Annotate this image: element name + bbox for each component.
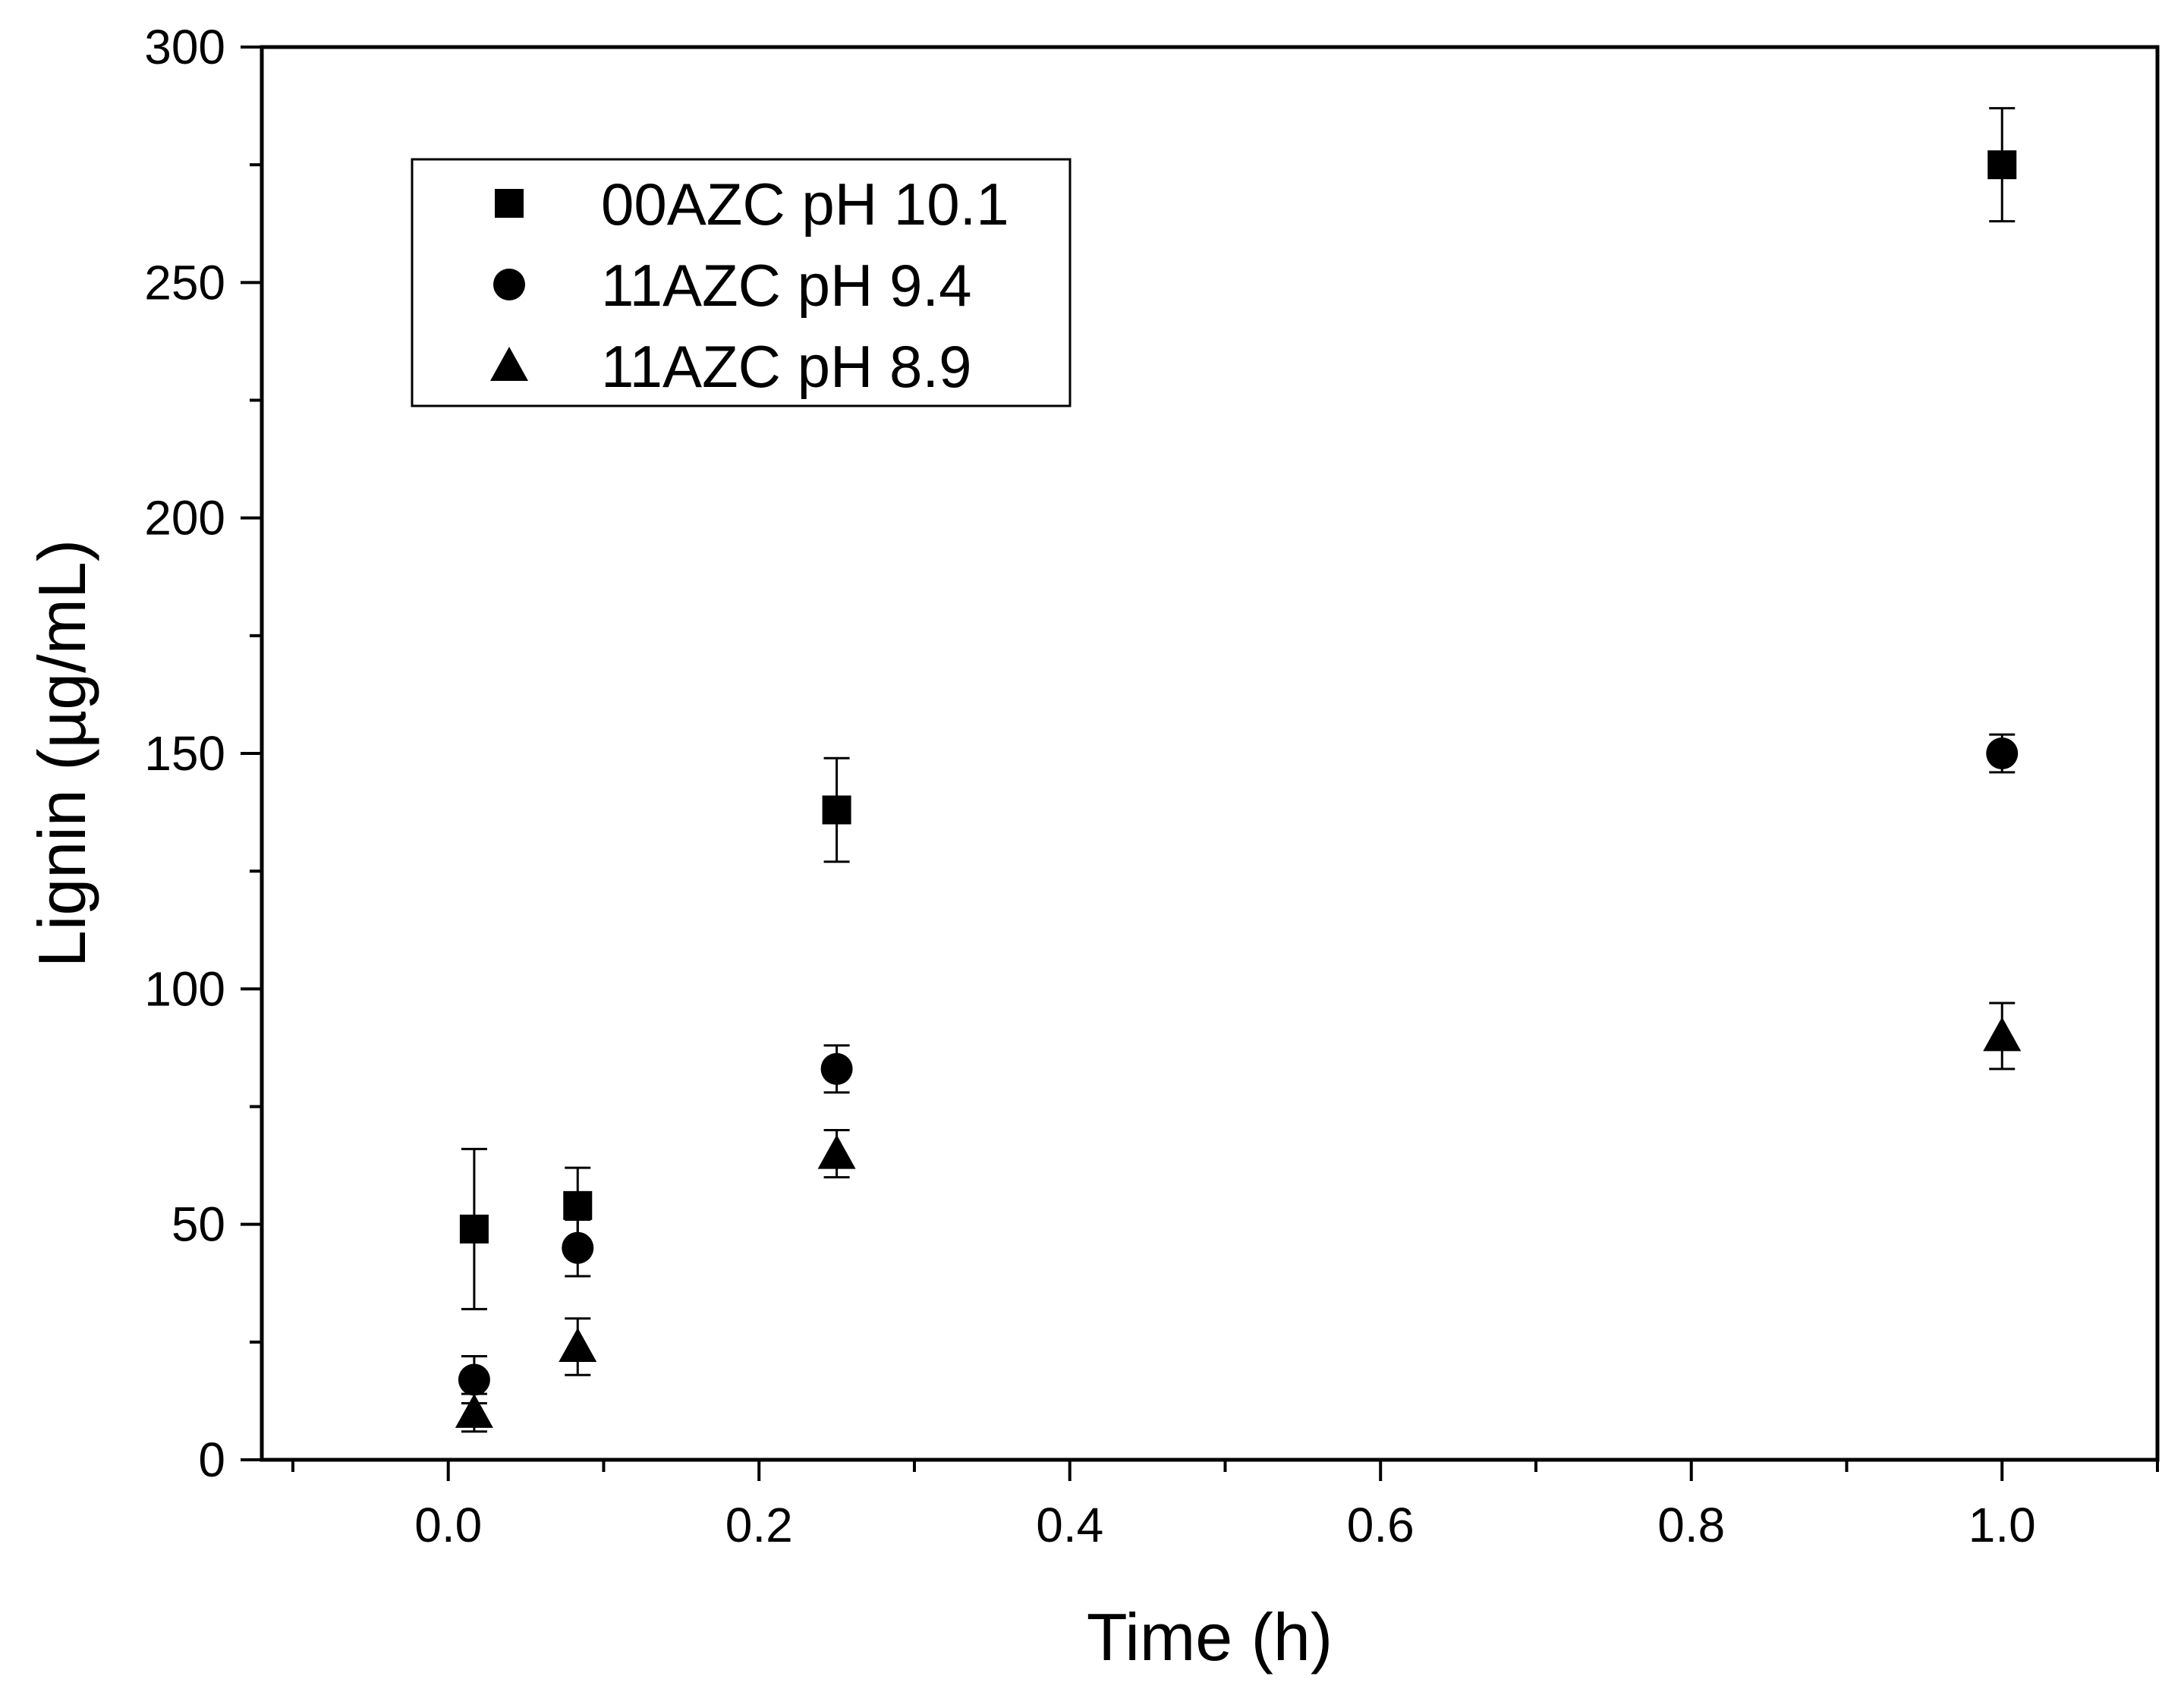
axis-tick-labels: 0.0 0.2 0.4 0.6 0.8 1.0 0 50 100 150 200 250 300 — [144, 20, 2036, 1552]
y-tick-label: 200 — [144, 491, 225, 546]
y-tick-label: 300 — [144, 20, 225, 74]
x-tick-label: 0.2 — [725, 1498, 793, 1552]
x-tick-label: 0.4 — [1036, 1498, 1103, 1552]
data-point-circle — [1986, 737, 2019, 769]
y-tick-label: 150 — [144, 726, 225, 781]
series-triangle — [455, 1002, 2022, 1433]
legend-marker-triangle — [490, 347, 528, 381]
legend-label: 11AZC pH 9.4 — [601, 252, 971, 319]
data-point-triangle — [1983, 1017, 2022, 1052]
y-tick-label: 50 — [172, 1197, 225, 1252]
y-axis-title: Lignin (µg/mL) — [24, 539, 99, 967]
data-point-circle — [562, 1231, 594, 1264]
legend-marker-circle — [493, 269, 525, 300]
axis-ticks — [241, 46, 2159, 1481]
legend-items: 00AZC pH 10.1 11AZC pH 9.4 11AZC pH 8.9 — [490, 171, 1009, 400]
data-point-triangle — [455, 1393, 493, 1428]
y-tick-label: 250 — [144, 255, 225, 310]
data-point-square — [563, 1190, 593, 1220]
data-point-circle — [458, 1363, 490, 1396]
x-tick-label: 0.8 — [1657, 1498, 1725, 1552]
x-tick-label: 1.0 — [1968, 1498, 2036, 1552]
y-tick-label: 100 — [144, 961, 225, 1016]
x-axis-title: Time (h) — [1087, 1599, 1333, 1675]
y-tick-label: 0 — [198, 1432, 225, 1487]
data-point-square — [459, 1214, 489, 1244]
legend-label: 00AZC pH 10.1 — [601, 171, 1009, 237]
data-point-triangle — [559, 1328, 597, 1363]
data-point-triangle — [817, 1134, 856, 1169]
legend-marker-square — [495, 189, 524, 218]
data-point-square — [822, 795, 851, 825]
legend-label: 11AZC pH 8.9 — [601, 333, 971, 400]
x-tick-label: 0.6 — [1347, 1498, 1415, 1552]
data-point-square — [1987, 150, 2017, 180]
series-circle — [458, 733, 2019, 1405]
data-point-circle — [820, 1052, 853, 1085]
x-tick-label: 0.0 — [414, 1498, 482, 1552]
legend: 00AZC pH 10.1 11AZC pH 9.4 11AZC pH 8.9 — [411, 158, 1072, 407]
data-marks — [455, 107, 2022, 1433]
